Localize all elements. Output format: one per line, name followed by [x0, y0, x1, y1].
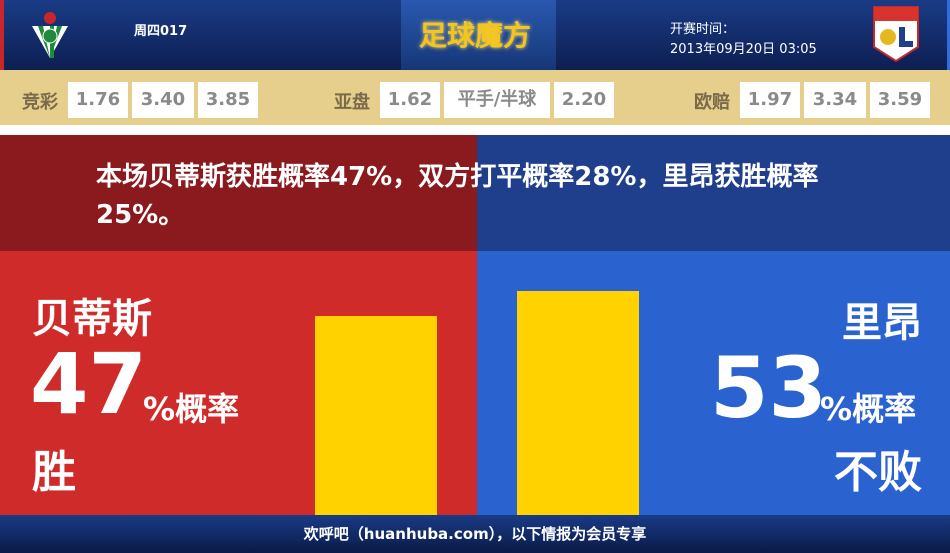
oupei-odd: 1.97 [740, 82, 800, 118]
odds-bar: 竞彩 1.76 3.40 3.85 亚盘 1.62 平手/半球 2.20 欧赔 … [0, 70, 950, 130]
oupei-odd: 3.59 [870, 82, 930, 118]
home-probability-bar [315, 316, 437, 515]
jingcai-label: 竞彩 [22, 92, 58, 113]
oupei-odd: 3.34 [804, 82, 866, 118]
footer-banner: 欢呼吧（huanhuba.com），以下情报为会员专享 [0, 515, 950, 553]
olympique-lyonnais-crest-icon [873, 6, 919, 63]
home-percent: 47 [30, 335, 147, 433]
away-probability-bar [517, 290, 639, 515]
header [0, 0, 950, 70]
away-result: 不败 [834, 447, 922, 498]
home-percent-suffix: %概率 [143, 390, 240, 428]
yapan-odd: 2.20 [554, 82, 614, 118]
home-team-name: 贝蒂斯 [32, 296, 152, 342]
summary-banner-away [477, 135, 950, 251]
yapan-odd: 1.62 [380, 82, 440, 118]
jingcai-odd: 3.85 [198, 82, 258, 118]
logo-panel [401, 0, 556, 70]
away-percent: 53 [710, 339, 827, 437]
jingcai-odd: 3.40 [132, 82, 194, 118]
jingcai-odd: 1.76 [68, 82, 128, 118]
summary-banner-home [0, 135, 477, 251]
home-result: 胜 [32, 447, 76, 498]
probability-summary: 本场贝蒂斯获胜概率47%，双方打平概率28%，里昂获胜概率25%。 [96, 162, 819, 230]
match-number: 周四017 [134, 24, 188, 39]
oupei-label: 欧赔 [694, 92, 730, 113]
away-percent-suffix: %概率 [820, 390, 917, 428]
kickoff-time: 2013年09月20日 03:05 [670, 42, 817, 57]
real-betis-crest-icon [32, 12, 68, 58]
yapan-label: 亚盘 [334, 92, 370, 113]
site-logo: 足球魔方 [418, 19, 531, 52]
away-team-name: 里昂 [842, 300, 922, 346]
kickoff-label: 开赛时间： [670, 22, 736, 37]
yapan-handicap: 平手/半球 [444, 82, 550, 118]
